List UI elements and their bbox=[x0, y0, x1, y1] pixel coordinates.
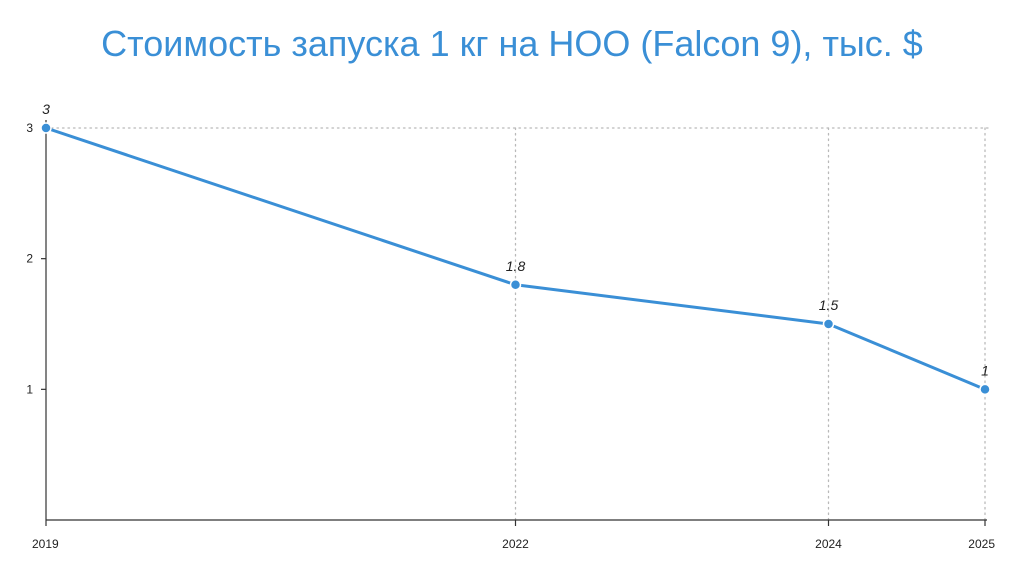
chart-title: Стоимость запуска 1 кг на НОО (Falcon 9)… bbox=[101, 23, 923, 64]
grid-lines bbox=[45, 127, 989, 521]
x-tick-label: 2024 bbox=[815, 537, 842, 551]
series-line bbox=[44, 126, 987, 391]
y-tick-label: 1 bbox=[26, 382, 33, 396]
axes: 1 2 3 2019 2022 2024 2025 bbox=[26, 120, 995, 551]
data-label: 1.8 bbox=[506, 258, 526, 274]
x-tick-label: 2025 bbox=[968, 537, 995, 551]
x-tick-label: 2022 bbox=[502, 537, 529, 551]
y-tick-label: 2 bbox=[26, 252, 33, 266]
data-label: 1 bbox=[981, 362, 989, 378]
y-tick-label: 3 bbox=[26, 121, 33, 135]
data-label: 3 bbox=[42, 101, 50, 117]
data-label: 1.5 bbox=[819, 297, 839, 313]
x-tick-label: 2019 bbox=[32, 537, 59, 551]
data-point bbox=[509, 279, 522, 291]
data-point bbox=[40, 122, 52, 134]
series-layer bbox=[40, 122, 991, 396]
data-labels: 3 1.8 1.5 1 bbox=[42, 101, 989, 378]
data-point bbox=[979, 383, 991, 396]
data-point bbox=[822, 318, 835, 330]
